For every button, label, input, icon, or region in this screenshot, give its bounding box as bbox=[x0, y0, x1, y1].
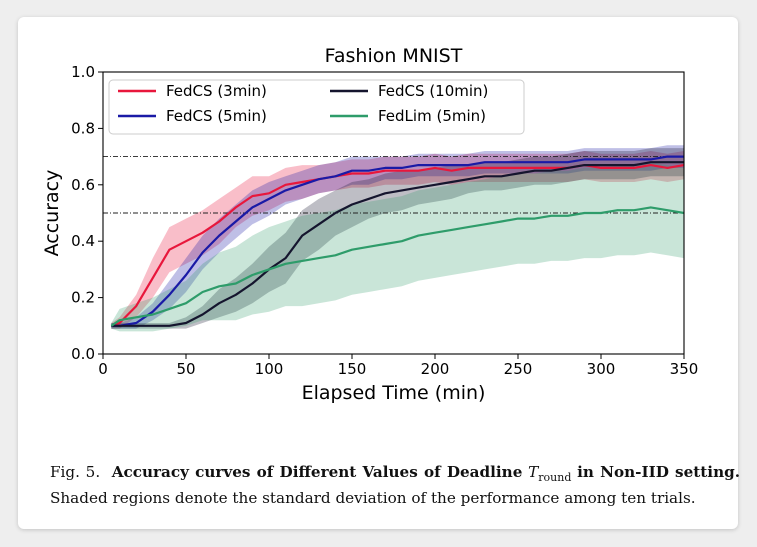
figure-caption: Fig. 5. Accuracy curves of Different Val… bbox=[50, 462, 740, 509]
x-tick-label: 0 bbox=[98, 360, 108, 378]
caption-bold-lead: Accuracy curves of Different Values of D… bbox=[111, 463, 523, 481]
legend-label-4: FedLim (5min) bbox=[378, 107, 486, 125]
x-tick-label: 250 bbox=[504, 360, 533, 378]
caption-body: Shaded regions denote the standard devia… bbox=[50, 489, 696, 508]
x-tick-label: 50 bbox=[176, 360, 195, 378]
std-band-3 bbox=[111, 148, 685, 329]
y-tick-label: 0.0 bbox=[71, 345, 95, 363]
chart-title: Fashion MNIST bbox=[325, 45, 463, 67]
legend-label-3: FedCS (10min) bbox=[378, 82, 488, 100]
series-line-2 bbox=[111, 155, 684, 327]
caption-symbol: Tround bbox=[528, 463, 572, 485]
caption-fig-label: Fig. 5. bbox=[50, 463, 101, 481]
x-tick-label: 100 bbox=[255, 360, 284, 378]
figure-card: 0 50 100 150 200 250 300 350 0.0 0.2 0.4 0.6 0.8 1.0 F… bbox=[18, 17, 740, 529]
x-tick-label: 150 bbox=[338, 360, 367, 378]
chart: 0 50 100 150 200 250 300 350 0.0 0.2 0.4 0.6 0.8 1.0 F… bbox=[41, 45, 699, 404]
y-axis-label: Accuracy bbox=[41, 170, 63, 257]
x-axis-label: Elapsed Time (min) bbox=[302, 382, 486, 404]
legend-label-2: FedCS (5min) bbox=[166, 107, 267, 125]
y-tick-label: 1.0 bbox=[71, 63, 95, 81]
y-tick-label: 0.8 bbox=[71, 119, 95, 137]
std-band-4 bbox=[111, 162, 685, 332]
legend-label-1: FedCS (3min) bbox=[166, 82, 267, 100]
legend: FedCS (3min) FedCS (5min) FedCS (10min) Fed… bbox=[108, 79, 525, 135]
std-band-2 bbox=[111, 145, 685, 329]
caption-bold-tail: in Non-IID setting. bbox=[577, 463, 741, 481]
y-tick-label: 0.6 bbox=[71, 176, 95, 194]
y-tick-label: 0.2 bbox=[71, 289, 95, 307]
y-tick-label: 0.4 bbox=[71, 232, 95, 250]
series-line-4 bbox=[110, 206, 685, 327]
plot-frame bbox=[102, 71, 685, 355]
x-tick-label: 200 bbox=[421, 360, 450, 378]
x-tick-label: 350 bbox=[670, 360, 699, 378]
series-line-3 bbox=[111, 161, 684, 327]
legend-box bbox=[108, 79, 525, 135]
x-tick-label: 300 bbox=[587, 360, 616, 378]
